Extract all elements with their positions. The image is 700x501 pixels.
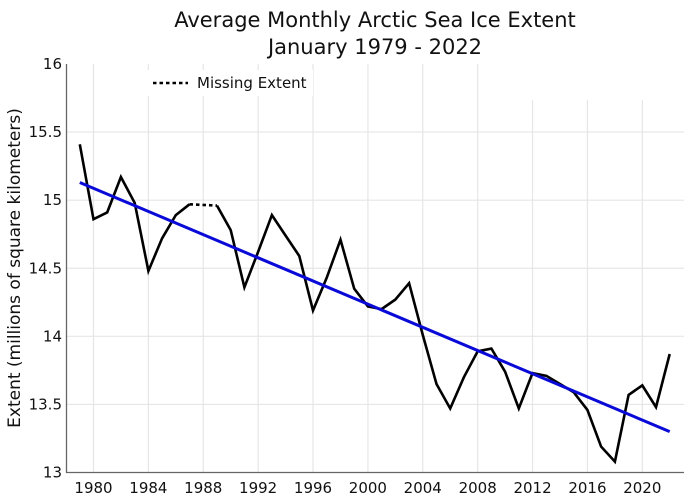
legend-label-missing-extent: Missing Extent <box>197 74 307 92</box>
x-tick-label: 2008 <box>459 479 497 497</box>
y-tick-label: 15.5 <box>29 123 62 141</box>
axes <box>65 64 684 474</box>
chart-title: Average Monthly Arctic Sea Ice Extent <box>174 8 576 32</box>
x-tick-label: 1980 <box>74 479 112 497</box>
y-axis-label: Extent (millions of square kilometers) <box>5 108 25 428</box>
chart-subtitle: January 1979 - 2022 <box>266 35 482 59</box>
x-tick-label: 2020 <box>623 479 661 497</box>
legend: Missing Extent <box>145 70 313 96</box>
y-tick-label: 15 <box>43 191 62 209</box>
x-tick-label: 1984 <box>129 479 167 497</box>
x-tick-label: 2000 <box>349 479 387 497</box>
x-tick-label: 2004 <box>404 479 442 497</box>
y-tick-label: 14 <box>43 327 62 345</box>
x-tick-labels: 1980 1984 1988 1992 1996 2000 2004 2008 2012 2016… <box>74 479 661 497</box>
x-tick-label: 1996 <box>294 479 332 497</box>
y-tick-labels: 13 13.5 14 14.5 15 15.5 16 <box>29 55 62 482</box>
series-line-january-extent <box>78 144 191 276</box>
gridlines <box>67 64 684 473</box>
x-tick-label: 2016 <box>568 479 606 497</box>
series-line-missing-extent <box>189 203 218 207</box>
series-line-linear-trend <box>79 181 671 433</box>
series <box>78 144 671 465</box>
x-tick-label: 1992 <box>239 479 277 497</box>
series-line-january-extent <box>215 204 671 465</box>
y-tick-label: 16 <box>43 55 62 73</box>
x-tick-label: 1988 <box>184 479 222 497</box>
y-tick-label: 13 <box>43 464 62 482</box>
y-tick-label: 13.5 <box>29 395 62 413</box>
x-tick-label: 2012 <box>513 479 551 497</box>
y-tick-label: 14.5 <box>29 259 62 277</box>
